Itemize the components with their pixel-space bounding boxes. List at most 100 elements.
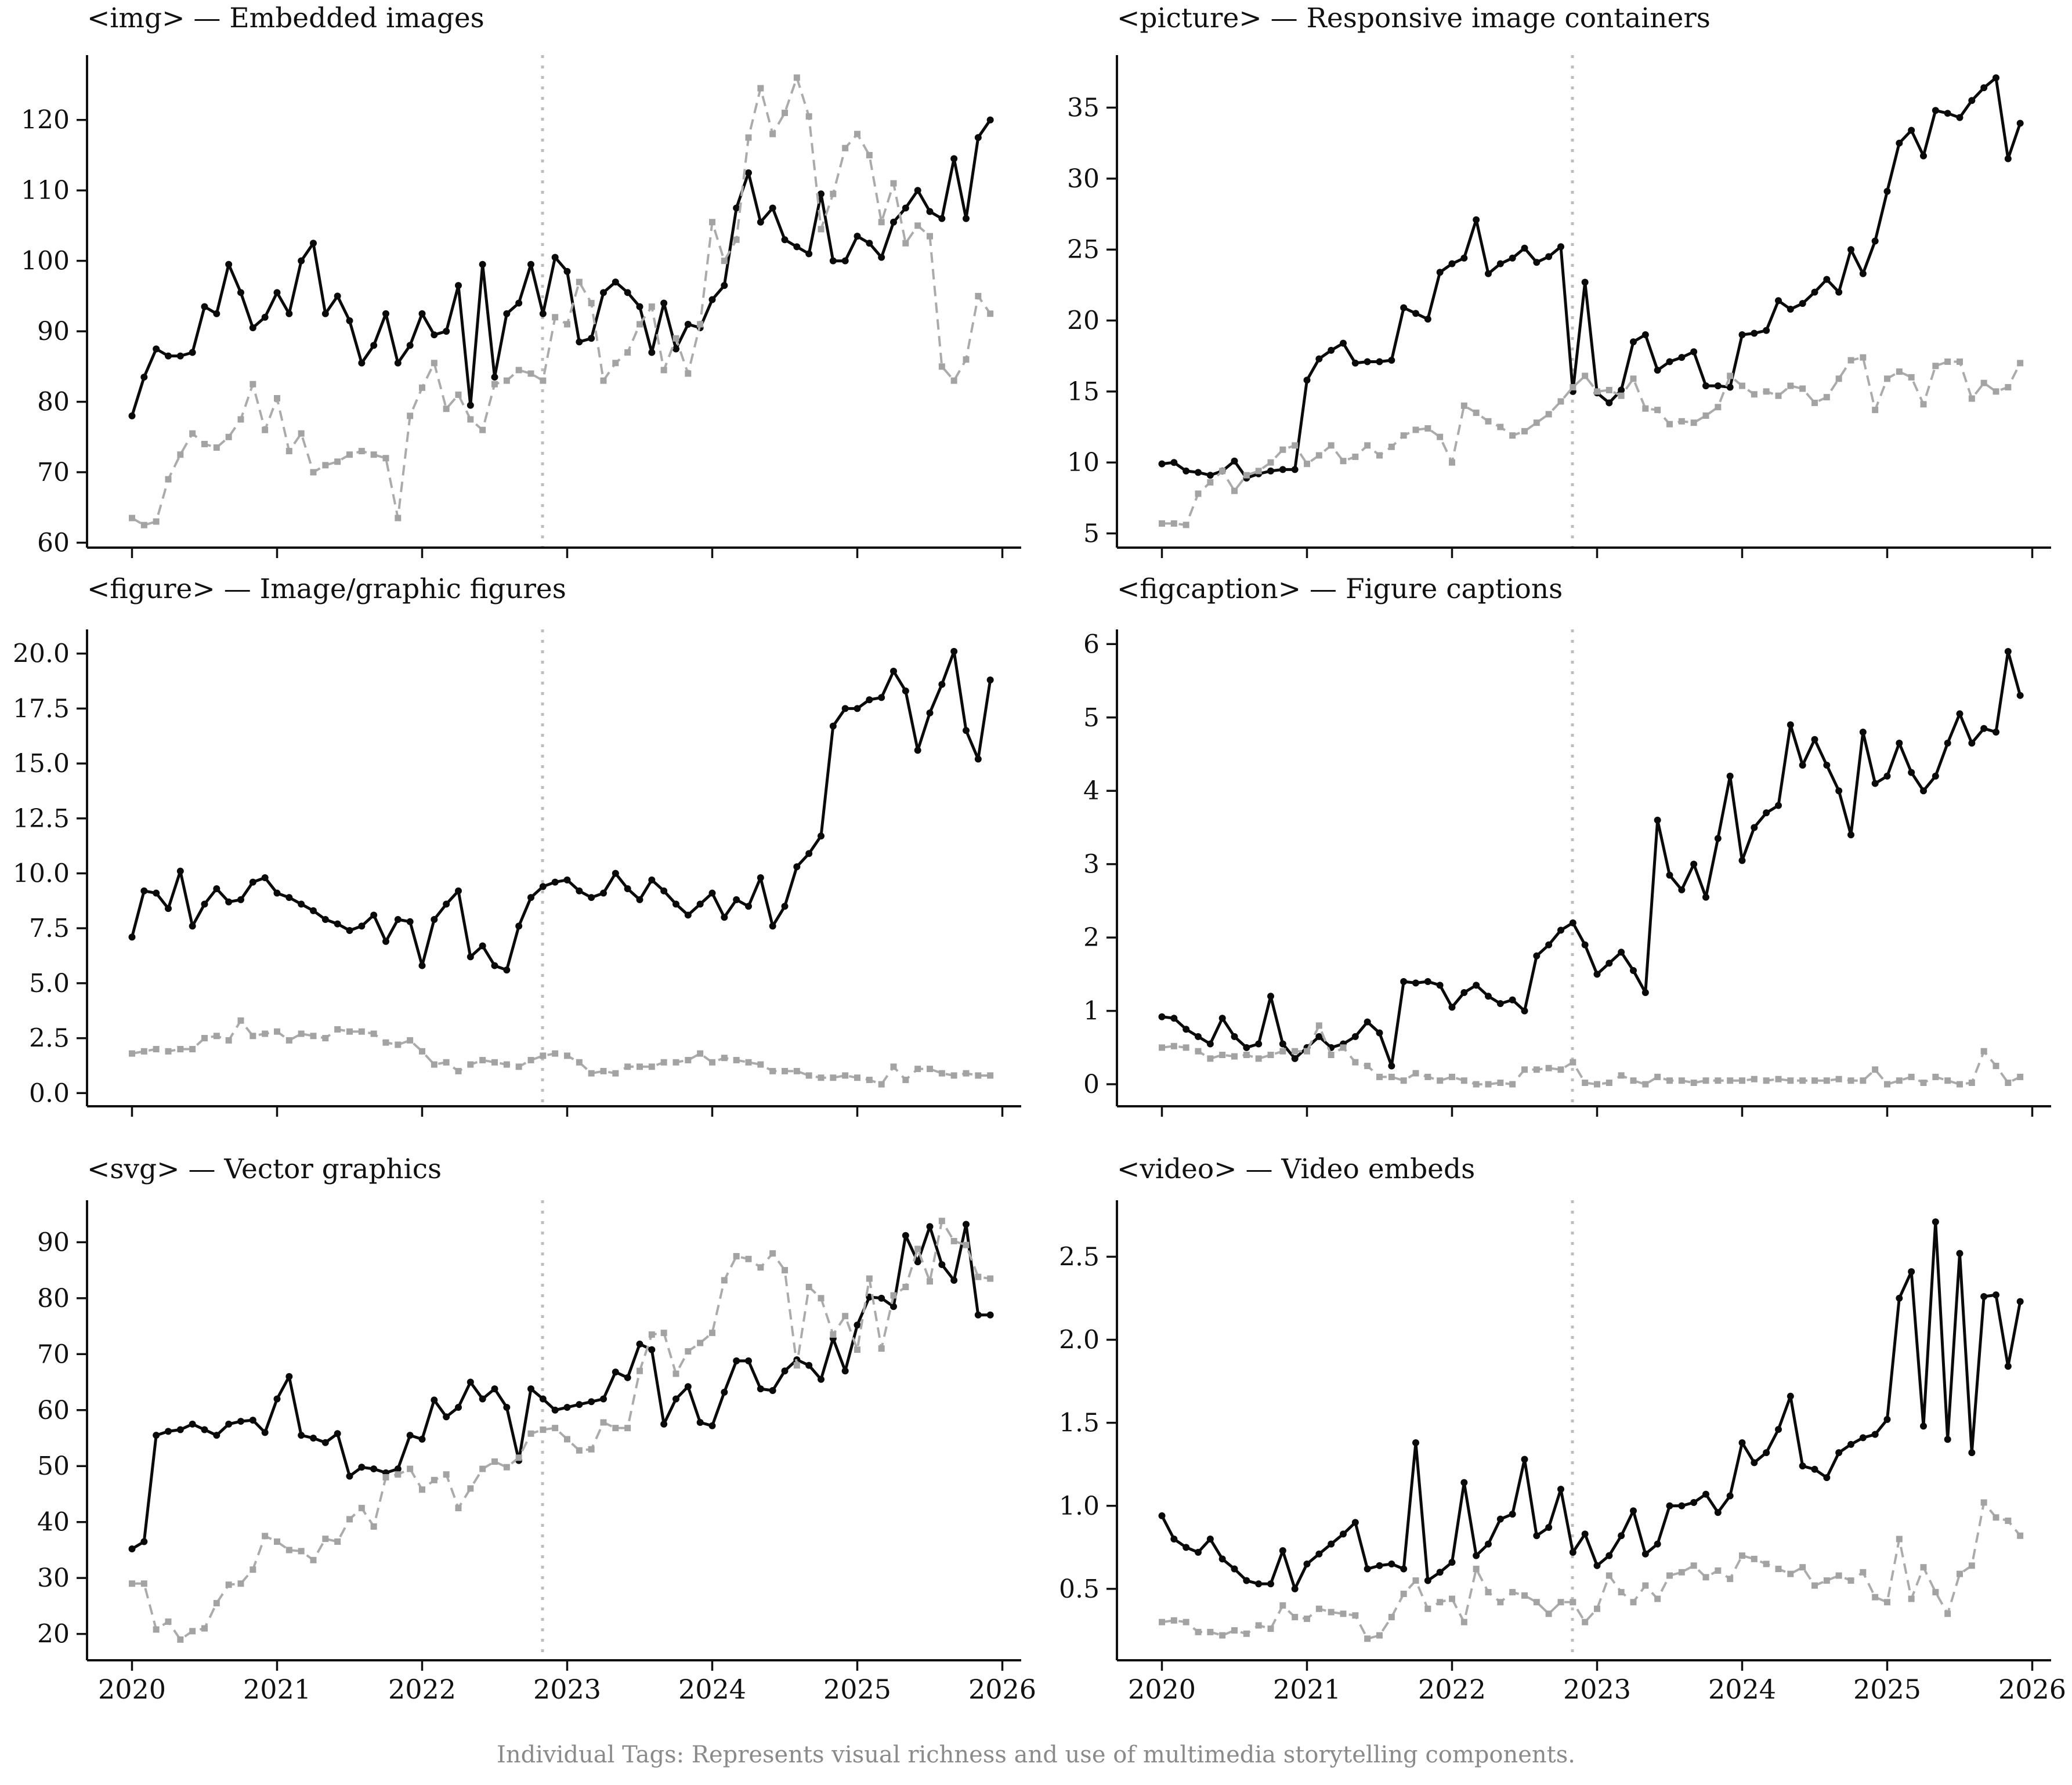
square-marker bbox=[1739, 382, 1745, 389]
circle-marker bbox=[1158, 460, 1166, 468]
square-marker bbox=[757, 85, 764, 92]
square-marker bbox=[1908, 1595, 1915, 1602]
square-marker bbox=[419, 1048, 425, 1055]
square-marker bbox=[540, 377, 547, 384]
circle-marker bbox=[1315, 1550, 1323, 1558]
circle-marker bbox=[1811, 1465, 1818, 1473]
circle-marker bbox=[128, 412, 136, 419]
chart-title-picture: <picture> — Responsive image containers bbox=[1117, 2, 1711, 34]
square-marker bbox=[1557, 1066, 1564, 1073]
square-marker bbox=[1908, 374, 1915, 381]
circle-marker bbox=[733, 1357, 740, 1364]
circle-marker bbox=[539, 310, 547, 317]
square-marker bbox=[672, 1059, 679, 1066]
circle-marker bbox=[781, 236, 789, 244]
square-marker bbox=[1642, 1582, 1649, 1589]
circle-marker bbox=[757, 874, 764, 882]
y-tick-label: 4 bbox=[1083, 776, 1100, 806]
x-tick-label: 2022 bbox=[388, 1674, 456, 1705]
square-marker bbox=[950, 1237, 957, 1244]
square-marker bbox=[1304, 1615, 1310, 1622]
circle-marker bbox=[1883, 1415, 1891, 1423]
square-marker bbox=[515, 1454, 522, 1461]
y-tick-label: 50 bbox=[37, 1451, 70, 1481]
square-marker bbox=[1618, 392, 1625, 399]
circle-marker bbox=[926, 208, 934, 215]
square-marker bbox=[612, 360, 619, 367]
circle-marker bbox=[1424, 978, 1431, 986]
circle-marker bbox=[1279, 1547, 1286, 1555]
circle-marker bbox=[1980, 1293, 1988, 1301]
square-marker bbox=[140, 1048, 147, 1055]
square-marker bbox=[1255, 1055, 1262, 1062]
circle-marker bbox=[2004, 647, 2012, 655]
circle-marker bbox=[1364, 1565, 1371, 1573]
circle-marker bbox=[1436, 269, 1444, 276]
series-line-dashed bbox=[1162, 1501, 2022, 1640]
circle-marker bbox=[1231, 1033, 1238, 1040]
circle-marker bbox=[358, 1464, 366, 1471]
square-marker bbox=[431, 1476, 437, 1483]
circle-marker bbox=[346, 926, 353, 934]
square-marker bbox=[600, 377, 607, 384]
square-marker bbox=[1594, 1605, 1600, 1612]
square-marker bbox=[1195, 490, 1202, 497]
y-tick-label: 80 bbox=[37, 388, 70, 417]
square-marker bbox=[1412, 1070, 1419, 1077]
square-marker bbox=[1388, 1073, 1395, 1080]
square-marker bbox=[1437, 1599, 1444, 1606]
square-marker bbox=[346, 451, 353, 458]
circle-marker bbox=[310, 1435, 317, 1442]
square-marker bbox=[624, 1063, 631, 1070]
x-tick-label: 2024 bbox=[1708, 1674, 1776, 1705]
square-marker bbox=[1799, 385, 1806, 392]
circle-marker bbox=[1654, 367, 1661, 374]
square-marker bbox=[1957, 1570, 1963, 1577]
circle-marker bbox=[757, 218, 764, 226]
y-tick-label: 0.0 bbox=[29, 1078, 70, 1108]
square-marker bbox=[1364, 1062, 1371, 1069]
circle-marker bbox=[176, 1426, 184, 1433]
square-marker bbox=[1376, 1632, 1383, 1639]
circle-marker bbox=[1968, 97, 1976, 104]
square-marker bbox=[540, 1052, 547, 1059]
circle-marker bbox=[225, 1420, 233, 1428]
square-marker bbox=[491, 1458, 498, 1465]
circle-marker bbox=[672, 345, 679, 353]
circle-marker bbox=[1557, 926, 1564, 934]
square-marker bbox=[201, 1625, 208, 1632]
square-marker bbox=[1763, 388, 1770, 395]
square-marker bbox=[648, 303, 655, 310]
square-marker bbox=[805, 1072, 812, 1079]
y-tick-label: 20.0 bbox=[13, 639, 70, 669]
square-marker bbox=[878, 1081, 885, 1088]
circle-marker bbox=[1448, 1559, 1456, 1566]
square-marker bbox=[1159, 1619, 1165, 1625]
square-marker bbox=[1328, 442, 1335, 449]
circle-marker bbox=[721, 1388, 728, 1396]
circle-marker bbox=[1400, 304, 1408, 312]
circle-marker bbox=[1569, 1548, 1576, 1556]
y-tick-label: 6 bbox=[1083, 629, 1100, 659]
square-marker bbox=[1557, 398, 1564, 405]
circle-marker bbox=[551, 878, 559, 886]
square-marker bbox=[1968, 395, 1975, 402]
circle-marker bbox=[805, 850, 813, 857]
circle-marker bbox=[1509, 1511, 1516, 1518]
square-marker bbox=[721, 258, 728, 265]
square-marker bbox=[697, 321, 704, 328]
circle-marker bbox=[1738, 857, 1746, 864]
square-marker bbox=[1521, 428, 1528, 435]
square-marker bbox=[129, 1580, 135, 1587]
circle-marker bbox=[986, 116, 994, 124]
square-marker bbox=[527, 1430, 534, 1437]
circle-marker bbox=[1521, 1007, 1528, 1015]
square-marker bbox=[1678, 1569, 1685, 1576]
series-line-dashed bbox=[131, 76, 992, 527]
y-tick-label: 30 bbox=[37, 1563, 70, 1593]
square-marker bbox=[503, 377, 510, 384]
square-marker bbox=[1944, 1610, 1951, 1617]
circle-marker bbox=[1593, 1562, 1601, 1569]
square-marker bbox=[140, 1580, 147, 1587]
circle-marker bbox=[1775, 1426, 1782, 1433]
